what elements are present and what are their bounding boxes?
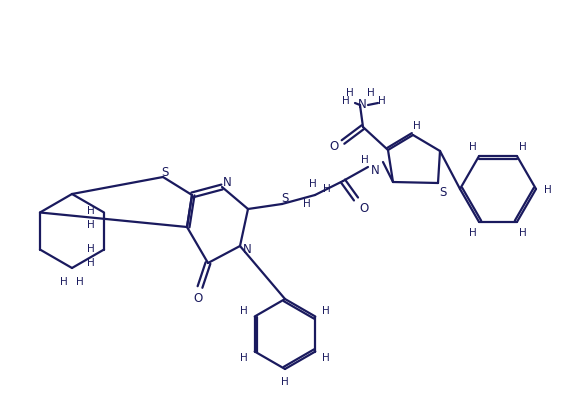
Text: S: S — [282, 191, 288, 204]
Text: H: H — [309, 179, 317, 189]
Text: O: O — [193, 292, 203, 305]
Text: H: H — [87, 243, 95, 253]
Text: N: N — [223, 175, 231, 188]
Text: N: N — [370, 163, 379, 176]
Text: O: O — [329, 139, 339, 152]
Text: O: O — [359, 201, 369, 214]
Text: H: H — [519, 228, 527, 238]
Text: H: H — [413, 121, 421, 131]
Text: H: H — [241, 306, 248, 316]
Text: H: H — [76, 276, 84, 286]
Text: H: H — [87, 206, 95, 216]
Text: N: N — [358, 97, 366, 110]
Text: H: H — [281, 376, 289, 386]
Text: H: H — [60, 276, 68, 286]
Text: H: H — [241, 353, 248, 362]
Text: H: H — [322, 306, 329, 316]
Text: H: H — [367, 88, 375, 98]
Text: H: H — [303, 198, 311, 209]
Text: H: H — [378, 96, 386, 106]
Text: H: H — [346, 88, 354, 98]
Text: H: H — [469, 228, 477, 238]
Text: H: H — [322, 353, 329, 362]
Text: H: H — [87, 220, 95, 230]
Text: H: H — [519, 141, 527, 151]
Text: H: H — [469, 141, 477, 151]
Text: H: H — [342, 96, 350, 106]
Text: H: H — [323, 183, 331, 194]
Text: N: N — [242, 243, 252, 256]
Text: H: H — [361, 155, 369, 164]
Text: H: H — [544, 185, 552, 194]
Text: S: S — [439, 185, 447, 198]
Text: S: S — [162, 165, 168, 178]
Text: H: H — [87, 257, 95, 267]
